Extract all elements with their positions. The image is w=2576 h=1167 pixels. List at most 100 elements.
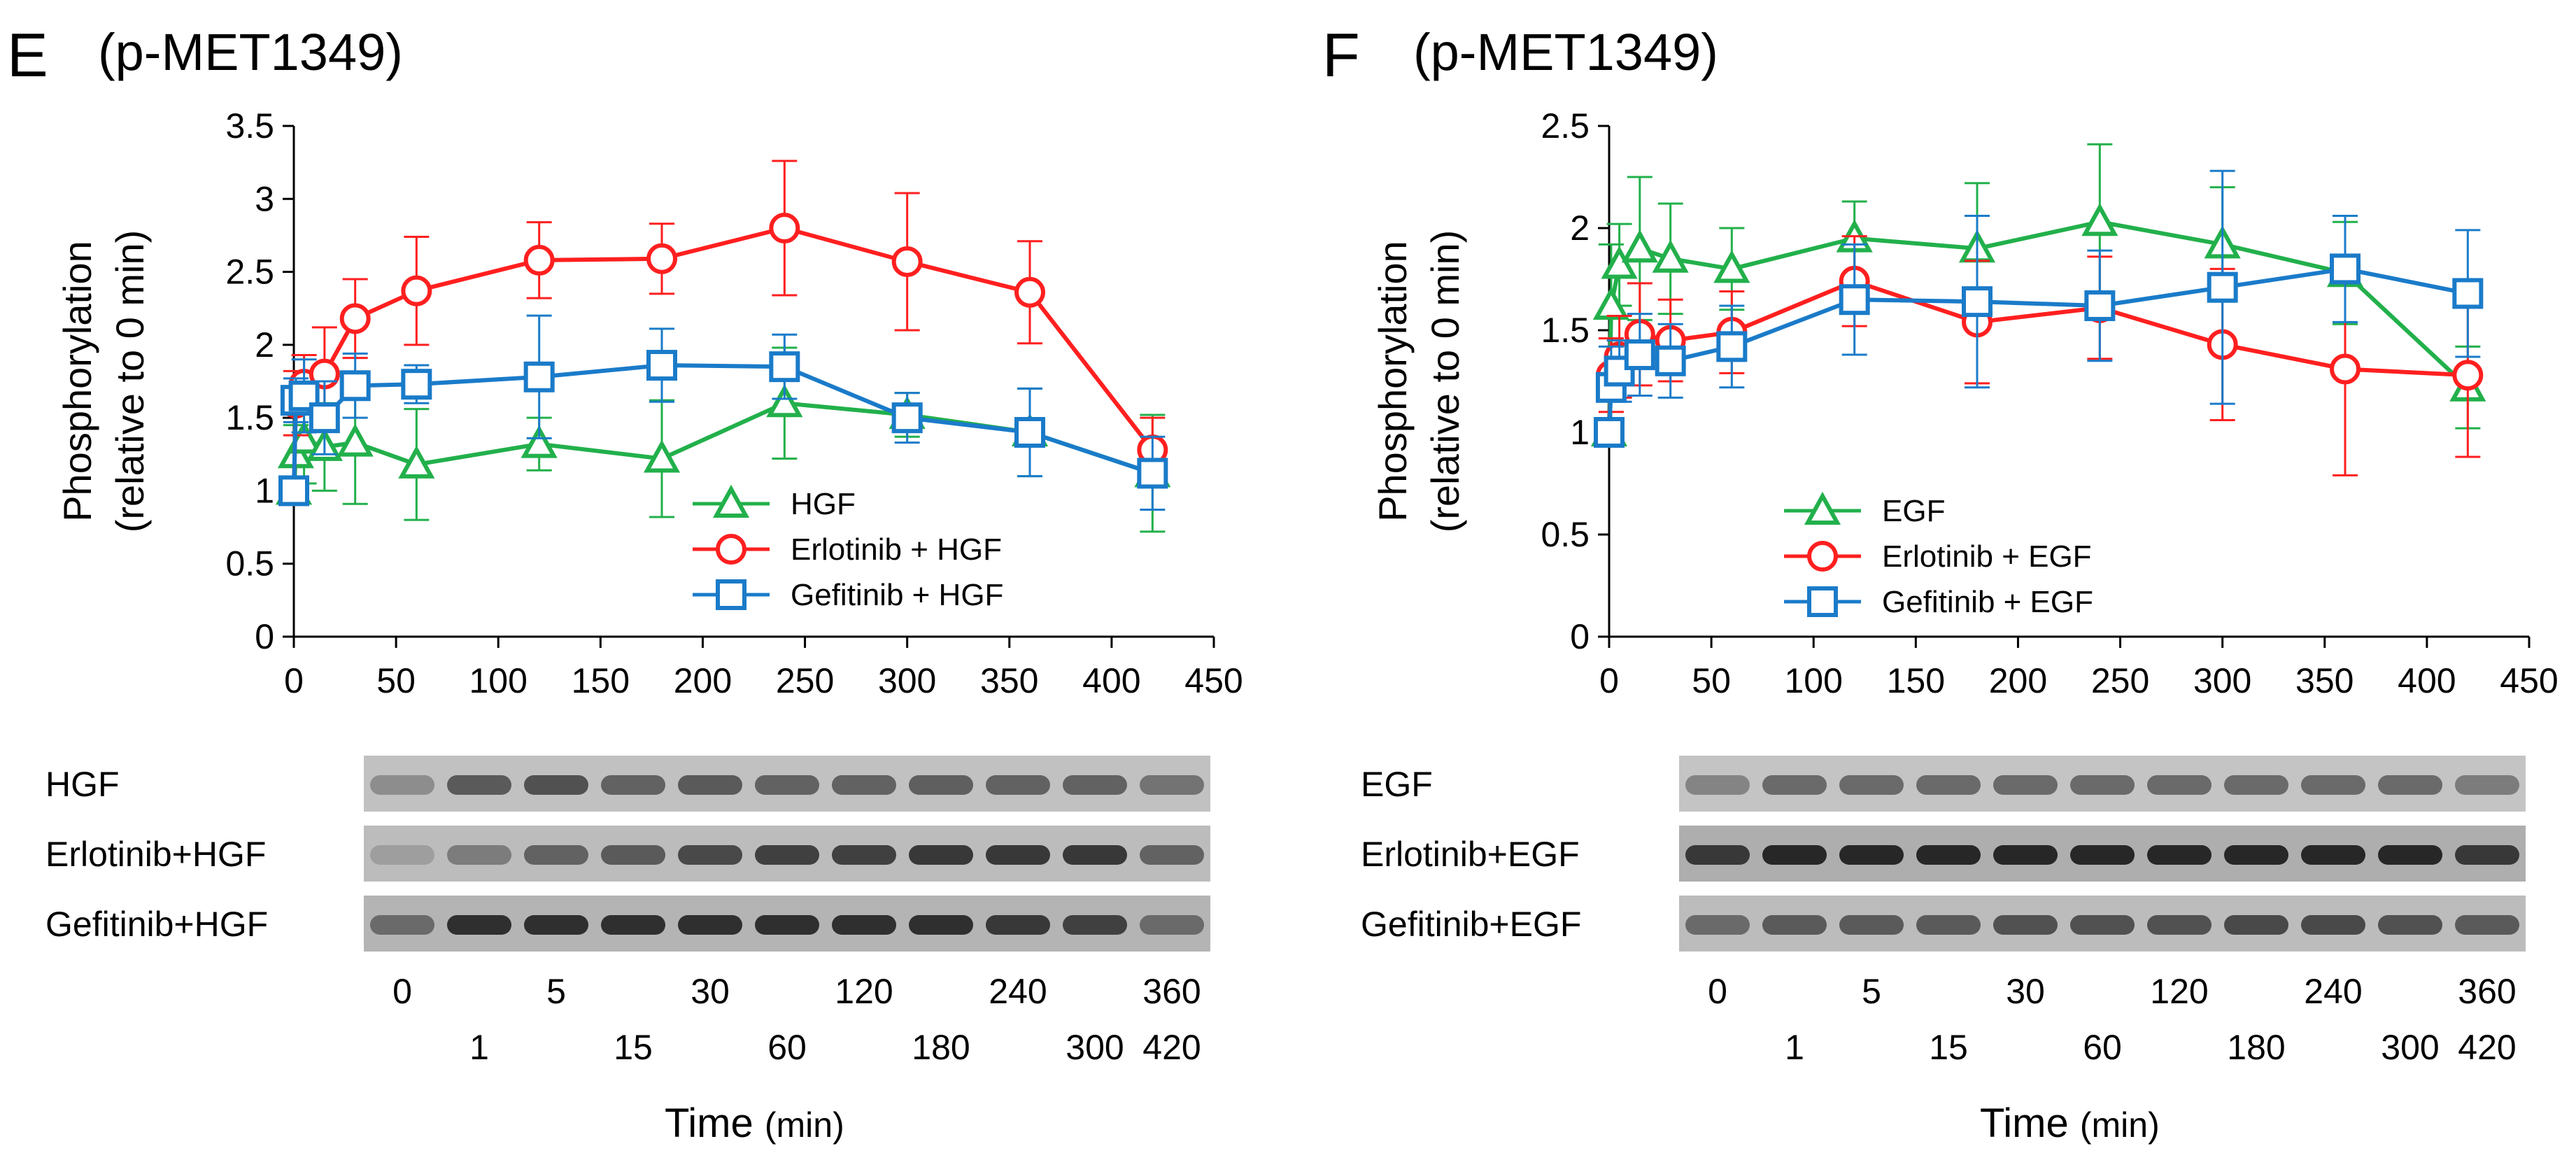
blot-band — [2454, 915, 2520, 935]
y-tick-label: 1 — [1570, 413, 1590, 452]
x-tick-label: 350 — [2295, 661, 2354, 700]
data-point — [1962, 286, 1993, 318]
data-point — [2330, 353, 2361, 385]
legend-item: Gefitinib + EGF — [1784, 585, 2093, 619]
blot-band — [1762, 775, 1827, 795]
blot-band — [600, 915, 666, 935]
data-point — [769, 213, 800, 243]
y-tick-label: 2 — [1570, 208, 1590, 248]
legend-marker — [712, 484, 750, 518]
lane-time-label: 15 — [614, 1028, 653, 1067]
legend-item: Erlotinib + HGF — [693, 532, 1002, 567]
blot-band — [2146, 775, 2212, 795]
blot-band — [1685, 915, 1750, 935]
blot-strip — [1679, 756, 2526, 812]
data-point — [769, 351, 800, 383]
blot-band — [1916, 775, 1981, 795]
data-point — [398, 445, 435, 479]
data-point — [1624, 339, 1655, 371]
legend-item: Erlotinib + EGF — [1784, 539, 2092, 574]
lane-time-label: 240 — [989, 972, 1047, 1011]
blot-band — [2223, 915, 2289, 935]
blot-band — [2377, 775, 2443, 795]
data-point — [337, 423, 374, 457]
x-tick-label: 400 — [2398, 661, 2456, 700]
data-point — [1592, 286, 1630, 320]
data-point — [2081, 203, 2118, 236]
legend-marker — [1807, 541, 1838, 572]
y-tick-label: 2 — [255, 325, 274, 365]
lane-time-label: 180 — [2227, 1028, 2286, 1067]
blot-band — [369, 915, 435, 935]
lane-time-label: 360 — [2458, 972, 2517, 1011]
legend-label: Gefitinib + EGF — [1882, 585, 2093, 619]
time-unit: (min) — [764, 1105, 844, 1145]
blot-band — [446, 915, 512, 935]
blot-band — [985, 775, 1051, 795]
x-tick-label: 250 — [2091, 661, 2149, 700]
lane-time-label: 1 — [1785, 1028, 1804, 1067]
lane-time-label: 300 — [1066, 1028, 1124, 1067]
blot-band — [2300, 845, 2366, 865]
lane-time-label: 30 — [691, 972, 730, 1011]
x-tick-label: 150 — [1887, 661, 1945, 700]
data-point — [891, 246, 923, 277]
lane-time-label: 240 — [2304, 972, 2363, 1011]
legend-label: Gefitinib + HGF — [791, 578, 1003, 612]
blot-strip — [364, 896, 1210, 952]
y-tick-label: 3.5 — [225, 106, 274, 146]
blot-strip — [1679, 896, 2526, 952]
lane-time-label: 360 — [1142, 972, 1201, 1011]
series-square — [1594, 169, 2484, 448]
panel-title: (p-MET1349) — [1413, 23, 1718, 81]
blot-band — [523, 775, 589, 795]
x-tick-label: 300 — [2193, 661, 2251, 700]
data-point — [1716, 331, 1748, 362]
legend-label: HGF — [791, 487, 856, 521]
blot-band — [1993, 775, 2058, 795]
data-point — [1014, 417, 1045, 448]
x-tick-label: 100 — [469, 661, 528, 700]
blot-band — [369, 845, 435, 865]
y-tick-label: 1 — [255, 471, 274, 510]
blot-band — [1685, 775, 1750, 795]
data-point — [2084, 290, 2116, 321]
legend-marker — [1804, 491, 1841, 525]
data-point — [278, 475, 309, 507]
blot-band — [2377, 845, 2443, 865]
data-point — [2207, 271, 2238, 303]
blot-row-label: Erlotinib+EGF — [1361, 835, 1580, 874]
blot-band — [2069, 915, 2135, 935]
line-chart: 0 0.5 1 1.5 2 2.5 3 3.5 0 50 100 150 200 250 300 350 400… — [55, 106, 1243, 700]
blot-band — [831, 845, 897, 865]
data-point — [523, 361, 555, 392]
y-tick-label: 0 — [1570, 617, 1590, 656]
data-point — [521, 425, 558, 458]
x-tick-label: 100 — [1785, 661, 1843, 700]
lane-time-label: 180 — [912, 1028, 970, 1067]
data-point — [1014, 276, 1045, 308]
x-tick-label: 300 — [878, 661, 936, 700]
blot-band — [754, 845, 820, 865]
blot-band — [2223, 845, 2289, 865]
y-tick-label: 1.5 — [225, 398, 274, 437]
y-tick-label: 0.5 — [1541, 515, 1590, 554]
legend-item: Gefitinib + HGF — [693, 578, 1003, 612]
panel-letter: E — [7, 20, 48, 90]
lane-time-label: 120 — [835, 972, 893, 1011]
y-axis-label: Phosphorylation — [55, 241, 99, 522]
blot-band — [908, 845, 974, 865]
blot-band — [985, 845, 1051, 865]
blot-band — [754, 915, 820, 935]
blot-band — [677, 775, 743, 795]
y-tick-label: 0.5 — [225, 544, 274, 584]
blot-band — [1839, 775, 1904, 795]
blot-band — [2223, 775, 2289, 795]
data-point — [401, 369, 432, 400]
time-axis-label: Time (min) — [665, 1100, 844, 1147]
legend-label: Erlotinib + EGF — [1882, 539, 2092, 574]
data-point — [1655, 345, 1686, 376]
panel-title: (p-MET1349) — [98, 23, 403, 81]
lane-time-label: 0 — [1708, 972, 1727, 1011]
legend-marker — [716, 579, 746, 610]
